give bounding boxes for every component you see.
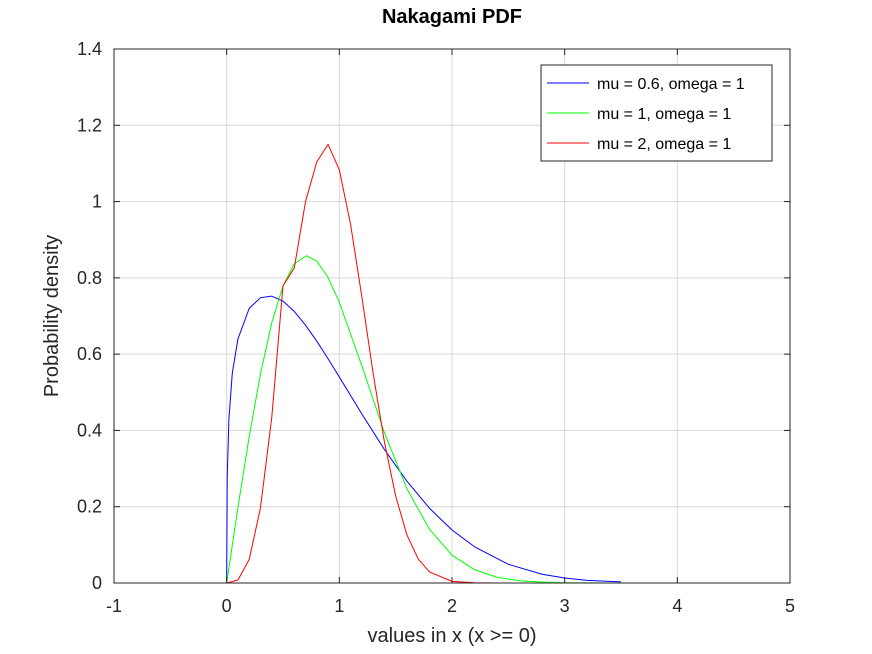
legend: mu = 0.6, omega = 1 mu = 1, omega = 1 mu =… [540,64,773,162]
y-tick-label: 1.2 [77,115,102,135]
x-tick-label: 5 [785,596,795,616]
chart-title: Nakagami PDF [382,6,522,28]
ticks: -1 0 1 2 3 4 500.20.40.60.811.21.4 [77,39,795,616]
legend-label-3: mu = 2, omega = 1 [597,136,731,153]
x-tick-label: 3 [560,596,570,616]
x-tick-label: 4 [672,596,682,616]
y-axis-label: Probability density [41,235,63,397]
series-line-2 [114,255,790,583]
y-tick-label: 0.2 [77,497,102,517]
x-axis-label: values in x (x >= 0) [368,625,537,647]
y-tick-label: 0 [92,573,102,593]
x-tick-label: -1 [106,596,122,616]
legend-label-2: mu = 1, omega = 1 [597,106,731,123]
y-tick-label: 1.4 [77,39,102,59]
series-line-1 [114,295,622,583]
x-tick-label: 1 [334,596,344,616]
y-tick-label: 1 [92,192,102,212]
y-tick-label: 0.8 [77,268,102,288]
y-tick-label: 0.6 [77,344,102,364]
x-tick-label: 2 [447,596,457,616]
x-tick-label: 0 [222,596,232,616]
y-tick-label: 0.4 [77,420,102,440]
legend-label-1: mu = 0.6, omega = 1 [597,76,745,93]
